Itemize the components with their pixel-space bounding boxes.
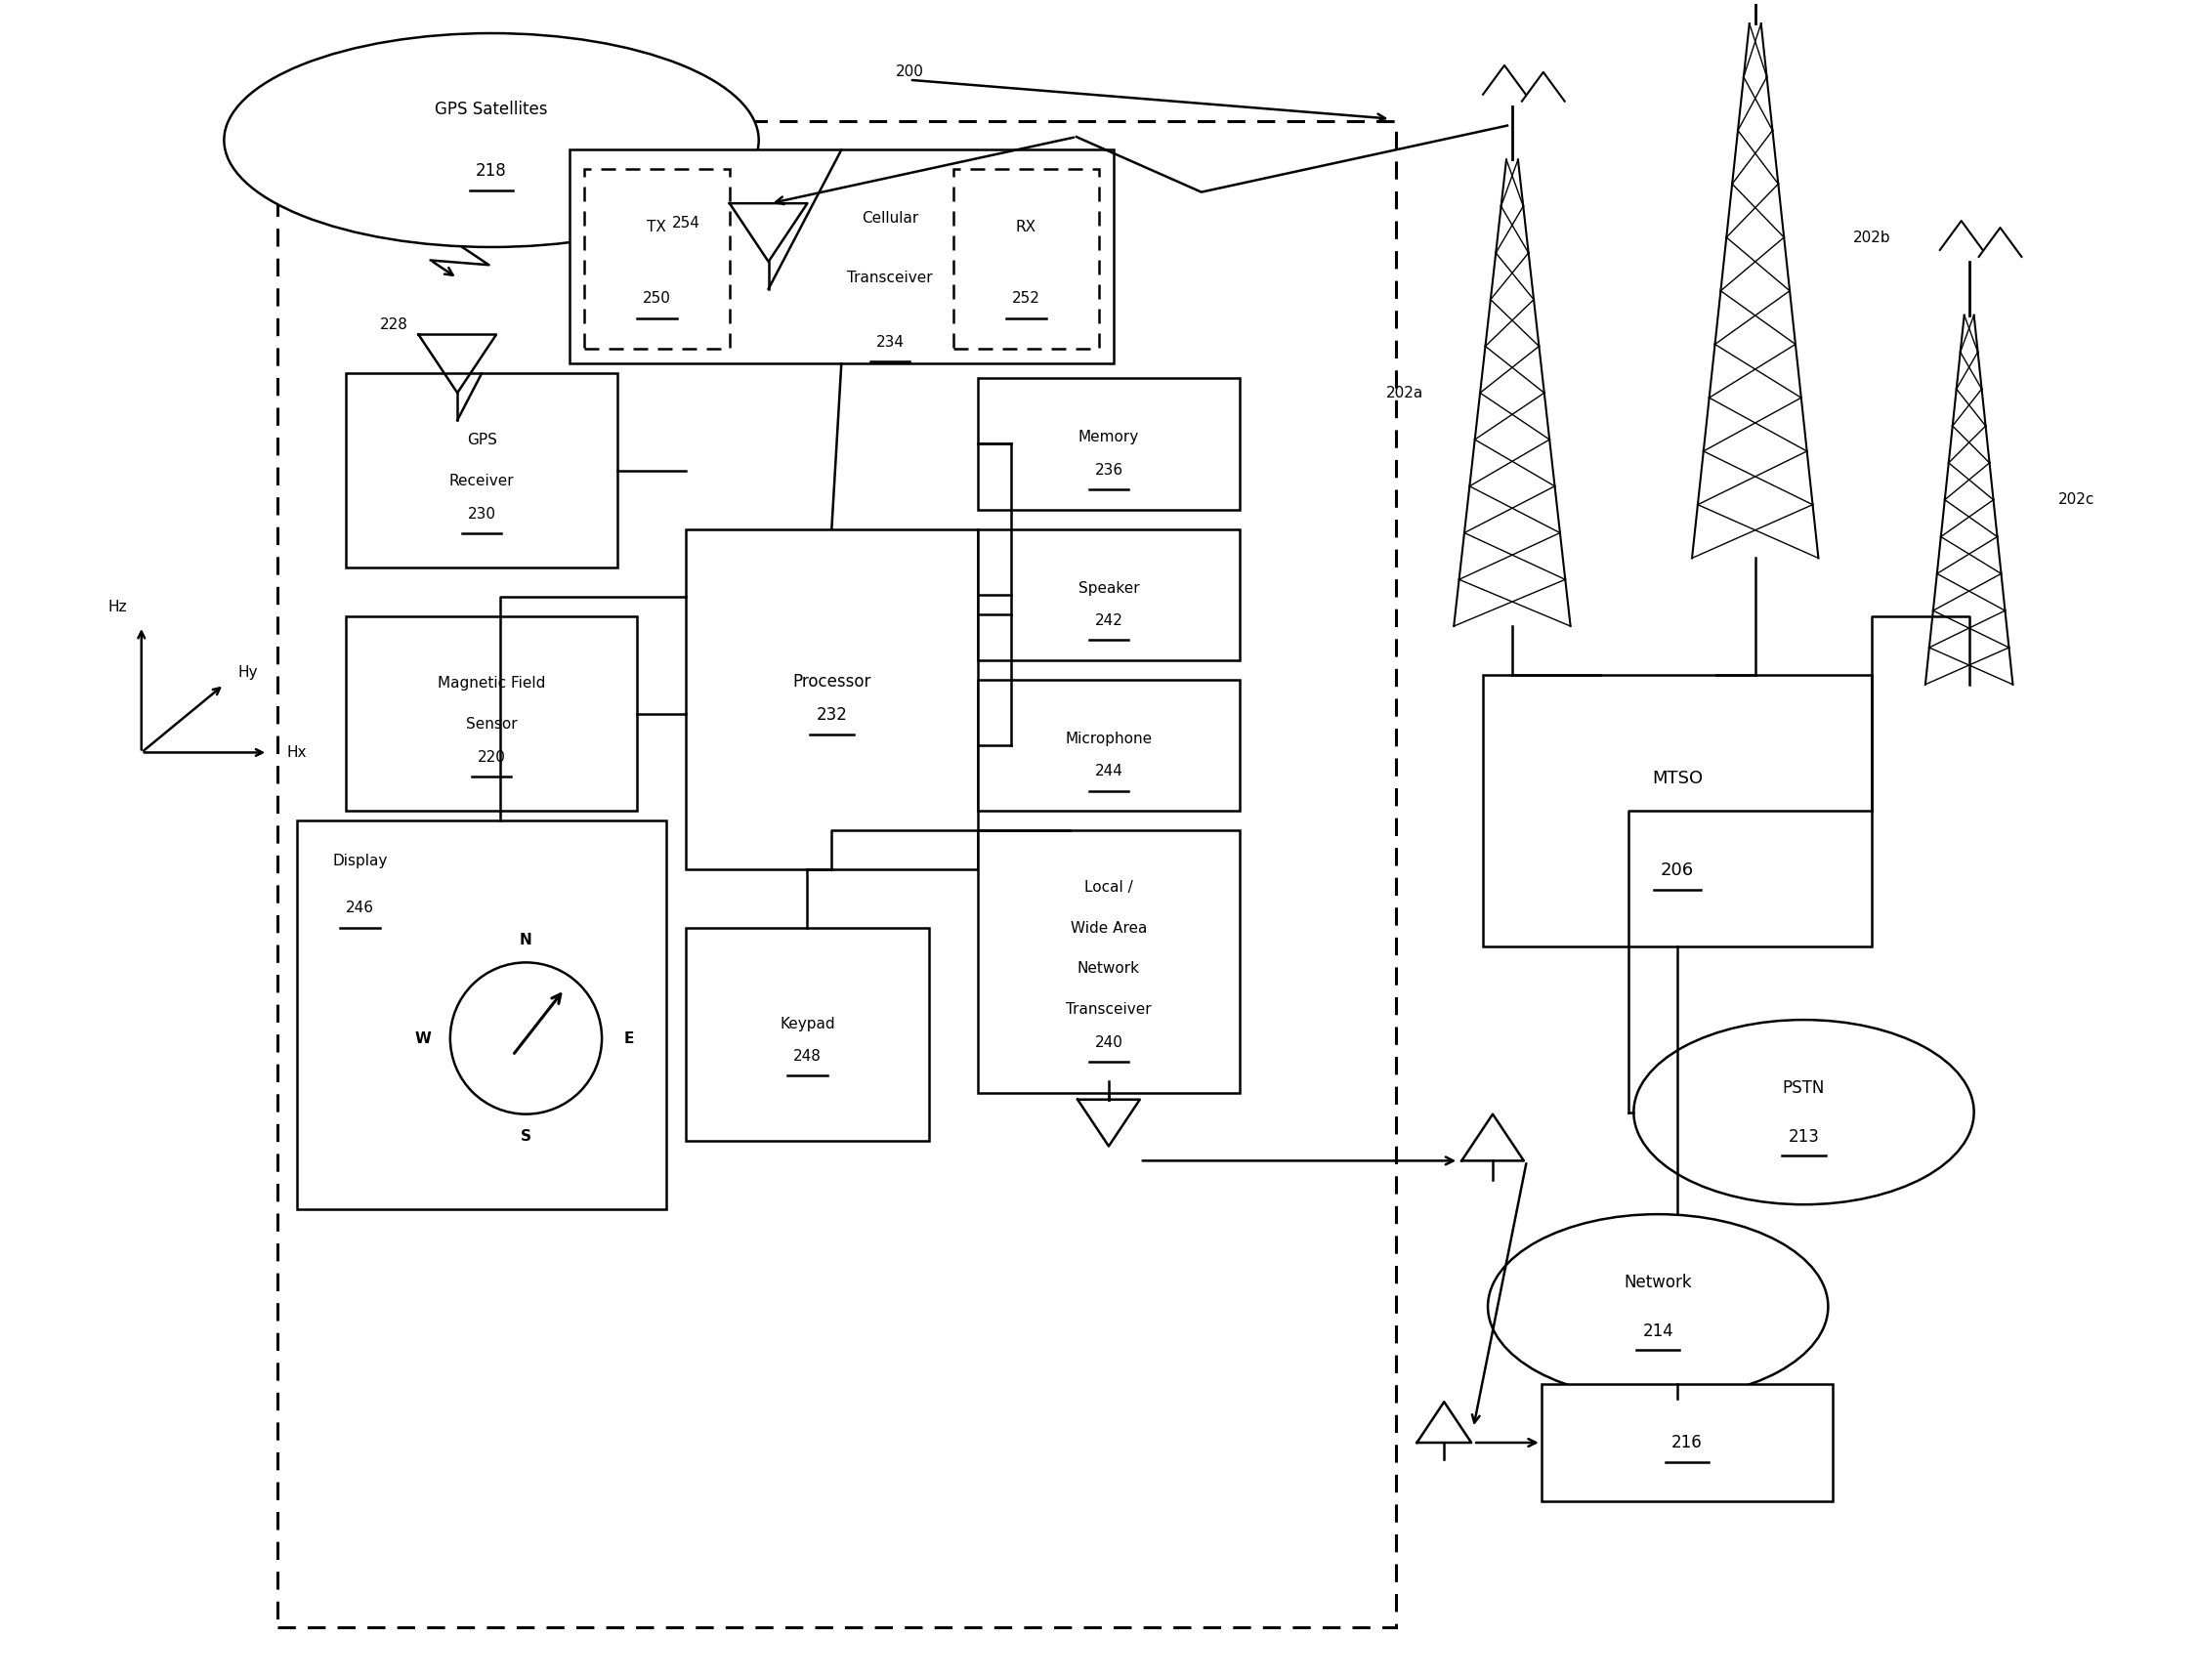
Text: Wide Area: Wide Area — [1070, 921, 1147, 936]
Bar — [345, 617, 637, 811]
Bar — [686, 927, 930, 1141]
Bar — [686, 529, 978, 869]
Text: 246: 246 — [345, 900, 374, 916]
Text: 244: 244 — [1095, 764, 1123, 778]
Text: 254: 254 — [673, 215, 699, 230]
Text: 242: 242 — [1095, 613, 1123, 628]
Bar — [954, 170, 1099, 349]
Bar — [585, 170, 730, 349]
Ellipse shape — [224, 34, 758, 247]
Text: Magnetic Field: Magnetic Field — [437, 675, 545, 690]
Text: TX: TX — [646, 220, 666, 234]
Text: 218: 218 — [477, 163, 508, 180]
Text: GPS Satellites: GPS Satellites — [435, 101, 547, 118]
Bar — [978, 378, 1240, 509]
Circle shape — [451, 963, 602, 1114]
Text: RX: RX — [1015, 220, 1037, 234]
Text: 214: 214 — [1642, 1322, 1673, 1339]
Text: 202c: 202c — [2057, 492, 2095, 507]
Text: PSTN: PSTN — [1783, 1079, 1824, 1097]
Text: 202a: 202a — [1387, 385, 1424, 400]
Text: 250: 250 — [642, 291, 670, 306]
Text: Network: Network — [1624, 1273, 1692, 1290]
Bar — [1541, 1384, 1833, 1500]
Text: MTSO: MTSO — [1653, 769, 1703, 786]
Text: 248: 248 — [793, 1048, 822, 1063]
Bar — [978, 830, 1240, 1092]
Text: Sensor: Sensor — [466, 717, 517, 732]
Text: 216: 216 — [1673, 1433, 1703, 1452]
Ellipse shape — [1633, 1020, 1974, 1205]
Text: Transceiver: Transceiver — [846, 270, 932, 286]
Text: GPS: GPS — [466, 433, 497, 449]
Bar — [978, 529, 1240, 660]
Bar — [569, 150, 1114, 363]
Text: 228: 228 — [380, 318, 409, 333]
Bar — [345, 373, 618, 568]
Text: Hz: Hz — [108, 600, 127, 615]
Text: Keypad: Keypad — [780, 1016, 835, 1032]
Text: S: S — [521, 1129, 532, 1144]
Bar — [1484, 675, 1873, 948]
Text: Receiver: Receiver — [448, 474, 514, 489]
Text: N: N — [519, 932, 532, 948]
Text: 236: 236 — [1095, 462, 1123, 477]
Text: 200: 200 — [895, 66, 923, 79]
Text: E: E — [624, 1032, 635, 1045]
Text: Network: Network — [1077, 961, 1141, 976]
Text: 240: 240 — [1095, 1035, 1123, 1050]
Text: 202b: 202b — [1853, 230, 1890, 245]
Text: Cellular: Cellular — [862, 212, 919, 225]
Bar — [297, 820, 666, 1210]
Text: 252: 252 — [1011, 291, 1040, 306]
Bar — [277, 121, 1396, 1628]
Text: Speaker: Speaker — [1079, 581, 1139, 595]
Text: Transceiver: Transceiver — [1066, 1003, 1152, 1016]
Text: W: W — [415, 1032, 431, 1045]
Text: Processor: Processor — [793, 674, 870, 690]
Text: 220: 220 — [477, 749, 506, 764]
Text: Memory: Memory — [1079, 430, 1139, 445]
Text: Microphone: Microphone — [1066, 731, 1152, 746]
Text: Local /: Local / — [1084, 880, 1132, 894]
Text: Display: Display — [332, 853, 387, 869]
Ellipse shape — [1488, 1215, 1829, 1399]
Text: Hx: Hx — [288, 746, 308, 759]
Text: 232: 232 — [815, 706, 846, 724]
Text: 206: 206 — [1662, 862, 1695, 880]
Text: Hy: Hy — [237, 665, 259, 680]
Text: 230: 230 — [468, 507, 497, 521]
Text: 213: 213 — [1789, 1127, 1820, 1146]
Bar — [978, 680, 1240, 811]
Text: 234: 234 — [875, 334, 903, 349]
